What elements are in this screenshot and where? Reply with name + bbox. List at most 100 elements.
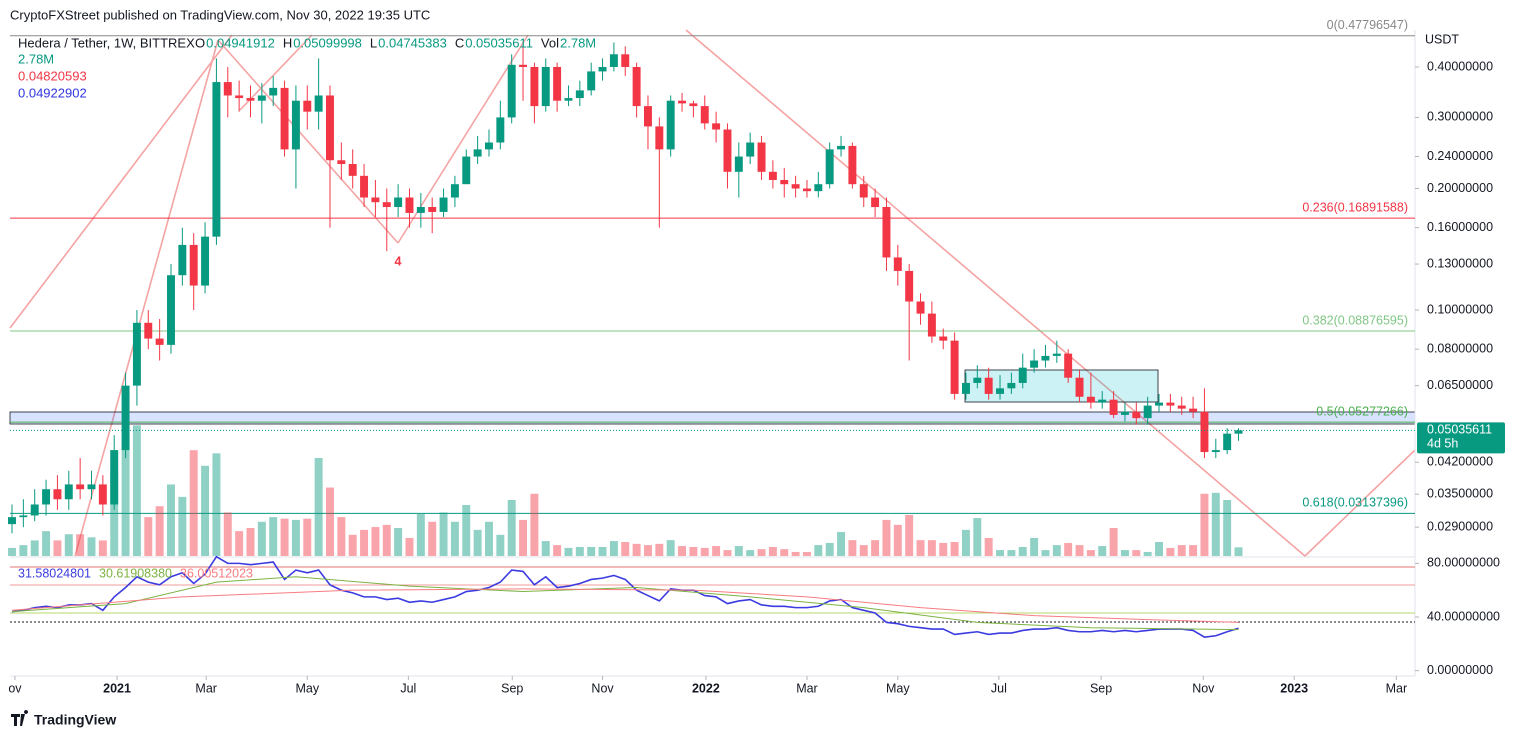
volume-bar [1007, 550, 1016, 556]
fib-label: 0.382(0.08876595) [1302, 313, 1408, 327]
volume-bar [746, 550, 755, 556]
candle-body [235, 95, 244, 99]
volume-bar [1211, 492, 1220, 556]
volume-bar [643, 545, 652, 556]
volume-bar [348, 534, 357, 556]
rsi-line [11, 555, 1239, 638]
candle-body [394, 197, 403, 207]
volume-bar [1041, 550, 1050, 556]
candle-body [734, 156, 743, 172]
candle-body [144, 322, 153, 339]
footer-brand: TradingView [34, 712, 116, 728]
volume-bar [1120, 550, 1129, 556]
volume-bar [905, 514, 914, 556]
volume-bar [553, 545, 562, 556]
volume-bar [814, 545, 823, 556]
volume-bar [303, 518, 312, 556]
candle-body [530, 66, 539, 107]
x-tick-label: Jul [400, 681, 416, 695]
volume-bar [53, 540, 62, 556]
candle-body [723, 129, 732, 172]
volume-bar [257, 521, 266, 556]
candle-body [1211, 450, 1220, 453]
volume-bar [848, 540, 857, 556]
volume-bar [1177, 545, 1186, 556]
fib-label: 0.5(0.05277266) [1316, 404, 1408, 418]
price-tag-value: 0.05035611 [1427, 423, 1492, 437]
candle-body [507, 64, 516, 118]
volume-bar [1132, 550, 1141, 556]
volume-bar [144, 517, 153, 556]
y-tick-label: 0.30000000 [1427, 110, 1493, 124]
x-tick-label: Mar [796, 681, 818, 695]
volume-bar [64, 534, 73, 556]
volume-bar [473, 529, 482, 556]
trend-line [217, 39, 399, 244]
x-tick-label: Sep [501, 681, 523, 695]
candle-body [416, 206, 425, 213]
ohlc-value: 0.04745383 [378, 35, 447, 50]
volume-bar [189, 450, 198, 556]
candle-body [587, 71, 596, 91]
rsi-legend: 30.61908380 [99, 566, 172, 580]
volume-bar [587, 546, 596, 556]
volume-bar [1155, 542, 1163, 556]
volume-bar [496, 534, 505, 556]
x-tick-label: ov [8, 681, 22, 695]
candle-body [859, 184, 868, 198]
volume-bar [1166, 547, 1175, 556]
fib-label: 0(0.47796547) [1327, 18, 1408, 32]
candle-body [564, 98, 573, 101]
volume-bar [269, 517, 278, 556]
candle-body [291, 100, 300, 150]
volume-bar [337, 517, 346, 556]
candle-body [757, 142, 766, 172]
candle-body [257, 95, 266, 101]
candle-body [337, 160, 346, 165]
candle-body [155, 338, 164, 345]
volume-bar [996, 550, 1005, 556]
volume-bar [87, 537, 96, 556]
candle-body [121, 385, 130, 451]
candle-body [712, 123, 721, 130]
trend-line [685, 29, 1416, 558]
volume-bar [541, 541, 550, 556]
ohlc-key: O [195, 35, 205, 50]
candle-body [1143, 405, 1152, 419]
volume-bar [791, 551, 800, 556]
volume-bar [280, 518, 289, 556]
volume-bar [1064, 542, 1073, 556]
candle-body [246, 98, 255, 101]
volume-bar [678, 546, 687, 556]
zone-box [964, 369, 1159, 403]
price-tag [1417, 422, 1505, 454]
volume-bar [825, 542, 834, 556]
x-tick-label: Mar [1386, 681, 1408, 695]
candle-body [961, 382, 970, 394]
x-tick-label: 2023 [1280, 681, 1308, 695]
volume-legend: 2.78M [18, 51, 54, 66]
volume-bar [428, 521, 437, 556]
volume-bar [1086, 550, 1095, 556]
x-tick-label: Mar [195, 681, 217, 695]
candle-body [1098, 399, 1107, 403]
volume-bar [405, 537, 414, 556]
fib-label: 0.236(0.16891588) [1302, 200, 1408, 214]
volume-bar [961, 529, 970, 556]
candle-body [87, 484, 96, 490]
publish-line: CryptoFXStreet published on TradingView.… [10, 7, 430, 22]
candle-body [1120, 411, 1129, 415]
volume-bar [609, 541, 618, 556]
volume-bar [485, 521, 493, 556]
volume-bar [655, 543, 664, 556]
volume-bar [984, 537, 993, 556]
volume-bar [201, 465, 210, 556]
candle-body [496, 117, 505, 143]
x-tick-label: Nov [591, 681, 614, 695]
volume-bar [382, 524, 391, 556]
candle-body [643, 106, 652, 127]
volume-bar [519, 519, 528, 556]
candle-body [110, 450, 119, 505]
volume-bar [1143, 551, 1152, 556]
